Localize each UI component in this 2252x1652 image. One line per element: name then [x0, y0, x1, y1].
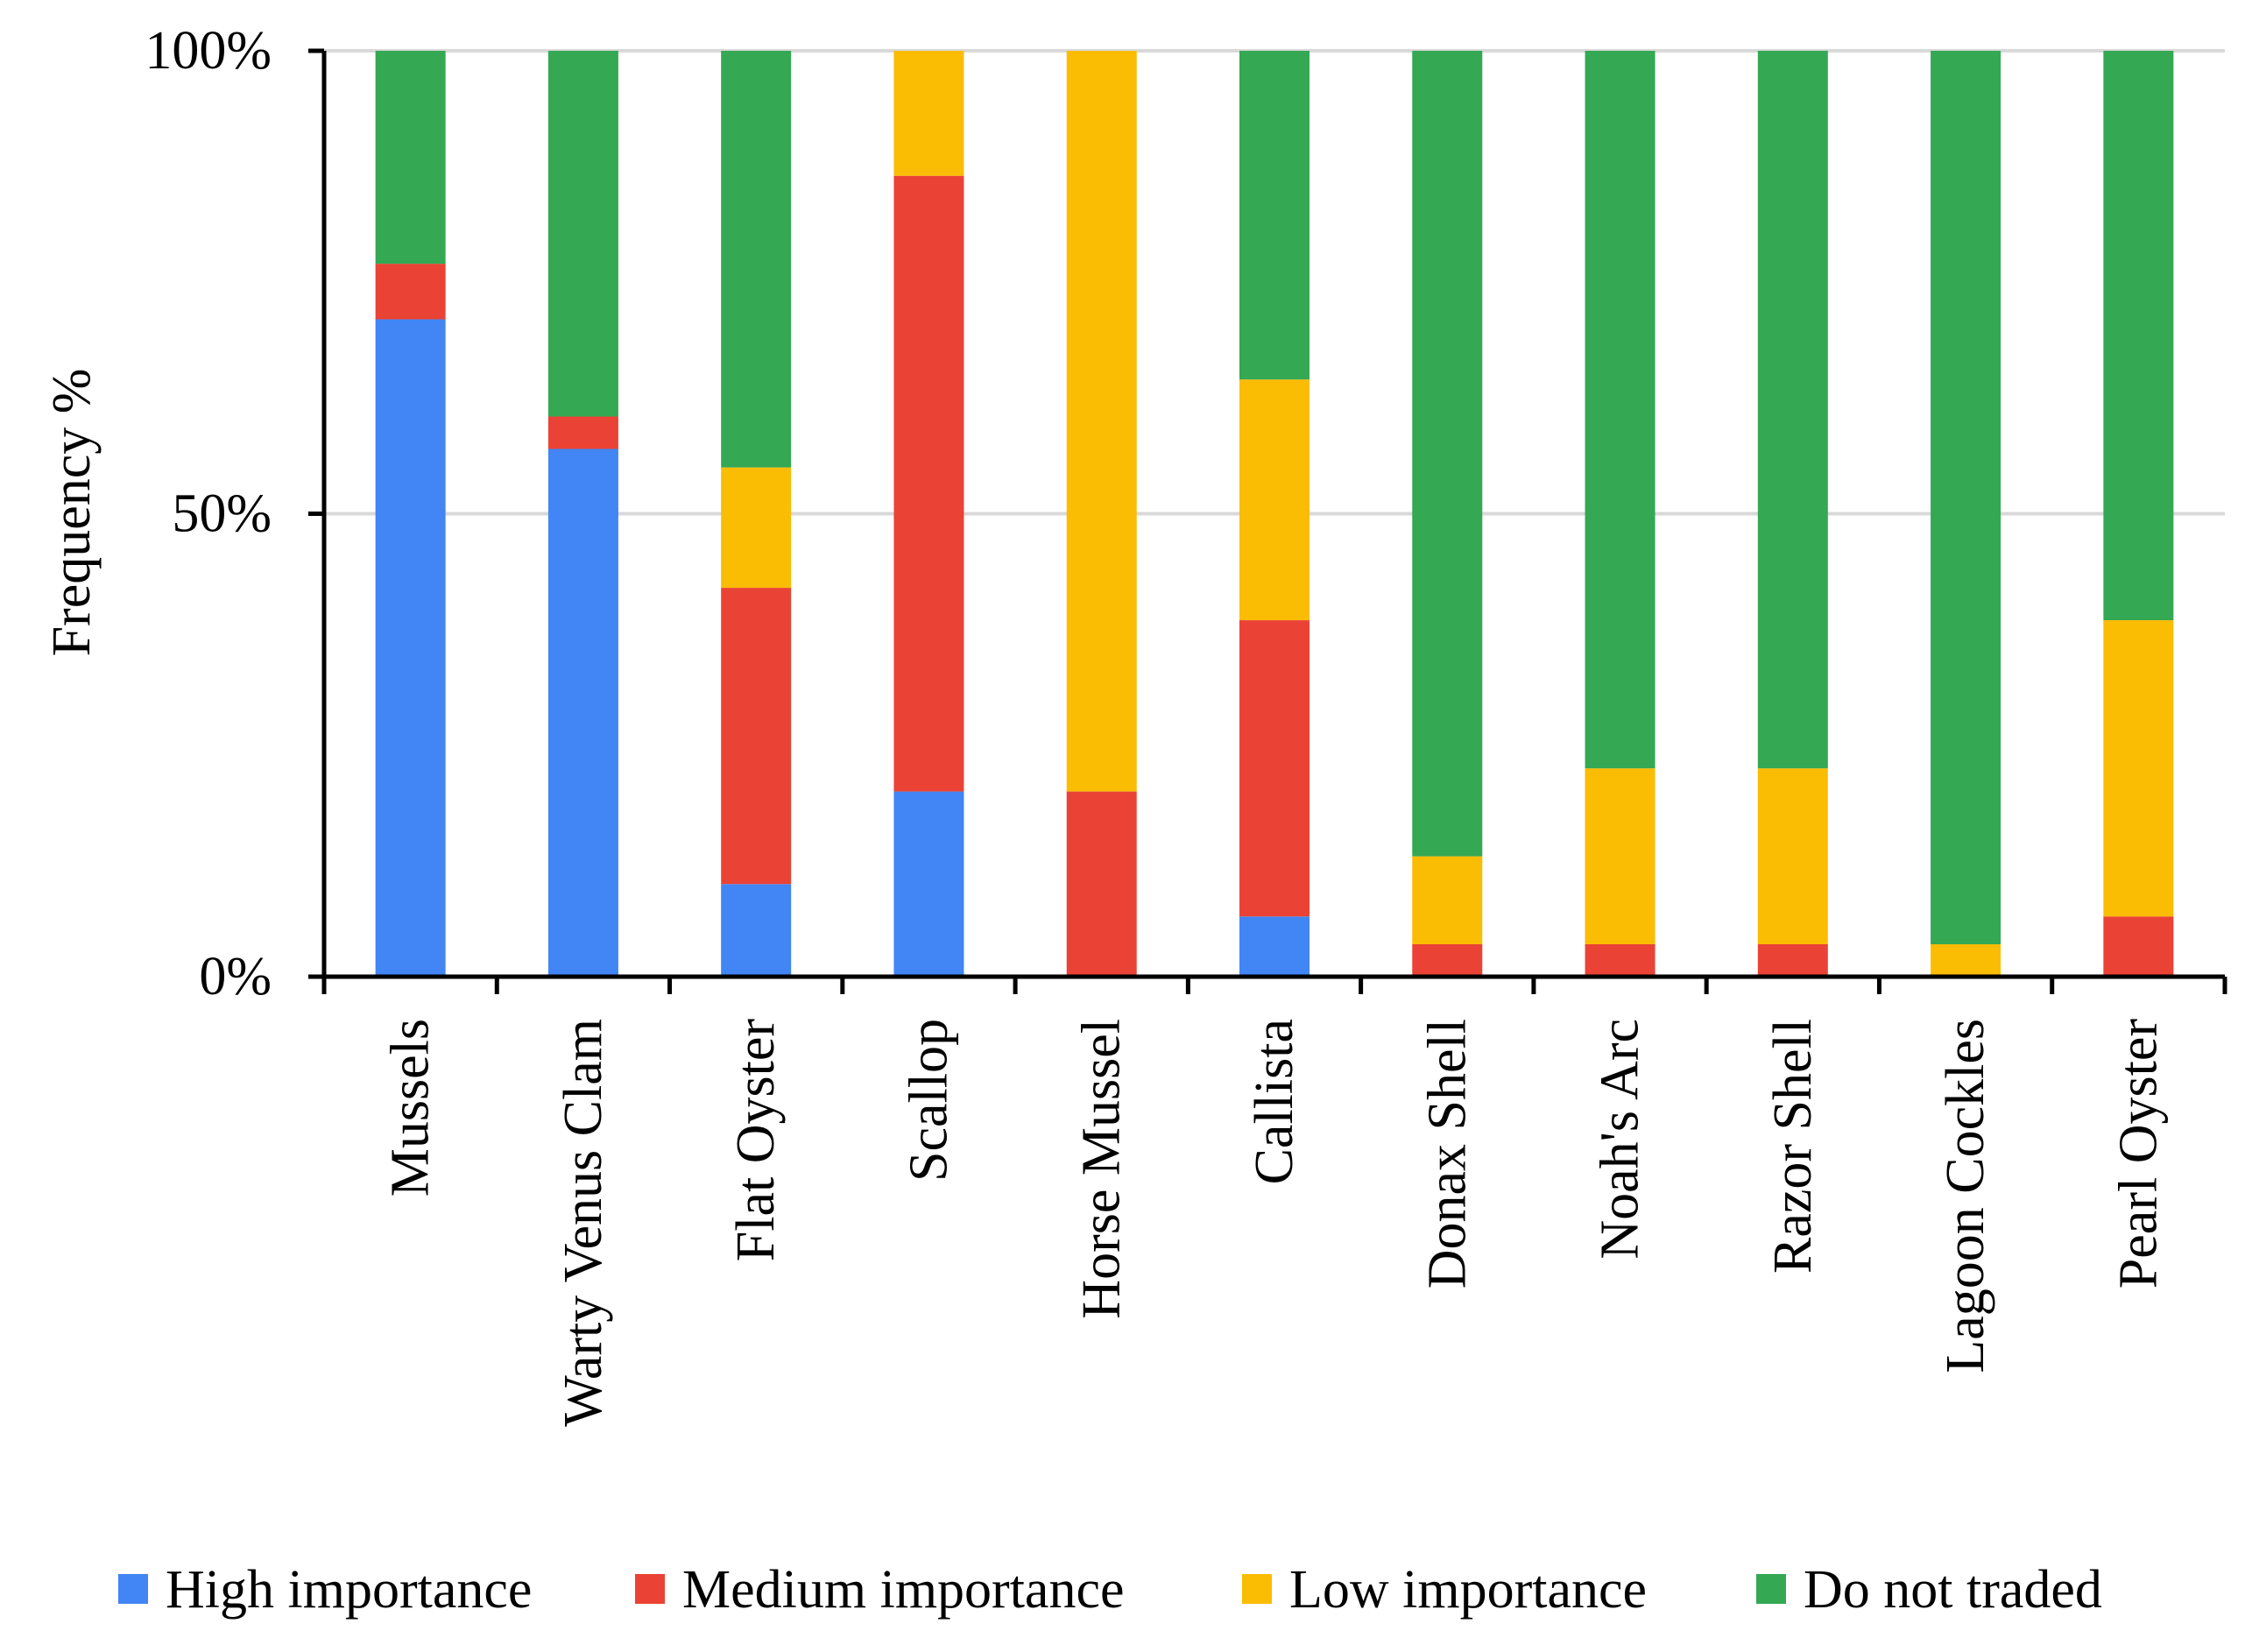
bar-segment-do-not-traded: [1757, 51, 1828, 769]
bar-segment-medium-importance: [547, 416, 618, 449]
bar-segment-high-importance: [375, 319, 446, 977]
bar-segment-high-importance: [1239, 916, 1310, 977]
legend: High importance Medium importance Low impo…: [118, 1560, 2102, 1620]
legend-item: Do not traded: [1756, 1560, 2102, 1620]
x-category-label: Callista: [1245, 1019, 1304, 1184]
bar-segment-medium-importance: [2103, 916, 2174, 977]
bar-segment-low-importance: [1412, 856, 1483, 945]
y-tick-label: 100%: [145, 21, 272, 81]
x-category-label: Flat Oyster: [726, 1019, 786, 1262]
bar-segment-low-importance: [1239, 379, 1310, 621]
y-tick-label: 0%: [199, 947, 272, 1006]
y-axis-title: Frequency %: [42, 369, 102, 657]
legend-label: Low importance: [1289, 1560, 1647, 1620]
legend-swatch: [635, 1574, 665, 1604]
legend-label: High importance: [166, 1560, 532, 1620]
bar-segment-low-importance: [1066, 51, 1137, 792]
legend-swatch: [1756, 1574, 1786, 1604]
legend-label: Medium importance: [682, 1560, 1124, 1620]
bar-segment-low-importance: [721, 467, 792, 589]
x-category-label: Scallop: [899, 1019, 958, 1182]
bar-segment-low-importance: [2103, 620, 2174, 917]
x-category-label: Donax Shell: [1417, 1019, 1477, 1288]
bar-segment-medium-importance: [1066, 791, 1137, 977]
bar-segment-medium-importance: [1239, 620, 1310, 917]
x-category-label: Mussels: [381, 1019, 441, 1197]
bar-segment-low-importance: [893, 51, 964, 176]
x-category-label: Pearl Oyster: [2108, 1019, 2168, 1289]
x-category-label: Lagoon Cockles: [1936, 1019, 1995, 1373]
bar-segment-high-importance: [893, 791, 964, 977]
bar-segment-medium-importance: [721, 588, 792, 885]
y-tick-labels: 0% 50% 100%: [145, 21, 272, 1006]
bar-segment-do-not-traded: [375, 51, 446, 265]
bar-segment-do-not-traded: [1585, 51, 1655, 769]
x-category-label: Razor Shell: [1763, 1019, 1823, 1274]
bar-segment-do-not-traded: [1931, 51, 2001, 945]
bar-segment-medium-importance: [893, 175, 964, 792]
axes: [308, 48, 2227, 994]
legend-label: Do not traded: [1804, 1560, 2102, 1620]
bar-segment-do-not-traded: [1239, 51, 1310, 380]
bar-segment-medium-importance: [1412, 944, 1483, 977]
x-category-label: Warty Venus Clam: [554, 1019, 613, 1427]
bar-segment-medium-importance: [1757, 944, 1828, 977]
bar-segment-low-importance: [1585, 768, 1655, 945]
x-category-label: Horse Mussel: [1072, 1019, 1132, 1319]
bar-segment-do-not-traded: [1412, 51, 1483, 857]
legend-swatch: [118, 1574, 148, 1604]
y-tick-label: 50%: [172, 484, 272, 544]
bar-segment-low-importance: [1757, 768, 1828, 945]
bar-segment-do-not-traded: [547, 51, 618, 417]
x-category-label: Noah's Arc: [1591, 1019, 1650, 1260]
legend-swatch: [1242, 1574, 1272, 1604]
legend-item: Low importance: [1242, 1560, 1647, 1620]
legend-item: Medium importance: [635, 1560, 1124, 1620]
bars: [375, 51, 2174, 977]
legend-item: High importance: [118, 1560, 532, 1620]
bar-segment-medium-importance: [375, 264, 446, 320]
bar-segment-do-not-traded: [2103, 51, 2174, 621]
bar-segment-low-importance: [1931, 944, 2001, 977]
bar-segment-high-importance: [721, 884, 792, 977]
bar-segment-medium-importance: [1585, 944, 1655, 977]
bar-segment-high-importance: [547, 448, 618, 977]
bar-segment-do-not-traded: [721, 51, 792, 468]
x-category-labels: Mussels Warty Venus Clam Flat Oyster Scallo…: [381, 1019, 2169, 1427]
